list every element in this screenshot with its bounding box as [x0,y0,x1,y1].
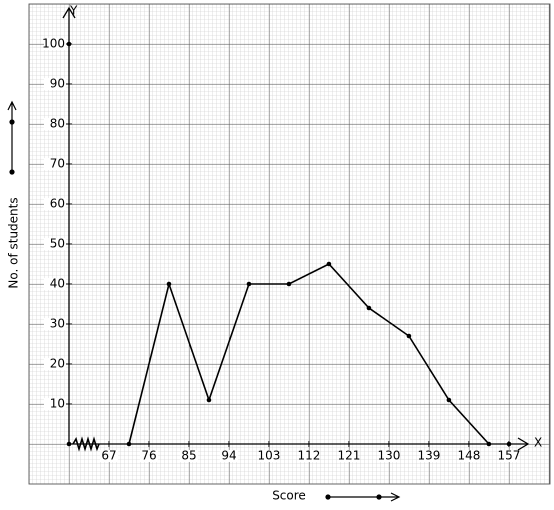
y-tick-bg [44,238,66,250]
point [166,281,172,287]
point [246,281,252,287]
point [406,333,412,339]
y-tick-label: 100 [42,37,65,51]
origin-dot [66,441,72,447]
x-tick-label: 157 [497,449,520,463]
y-tick-label: 50 [50,237,65,251]
x-tick-label: 94 [221,449,236,463]
y-tick-bg [44,158,66,170]
x-tick-label: 121 [337,449,360,463]
y-axis-name: Y [69,4,78,18]
x-tick-label: 76 [141,449,156,463]
y-tick-label: 70 [50,157,65,171]
point [366,305,372,311]
point [446,397,452,403]
x-label-arrow [325,492,401,502]
x-tick-bg [499,450,518,462]
point [326,261,332,267]
y-tick-bg [44,398,66,410]
y-tick-label: 20 [50,357,65,371]
x-tick-label: 103 [257,449,280,463]
x-tick-bg [379,450,398,462]
x-tick-label: 139 [417,449,440,463]
x-tick-label: 85 [181,449,196,463]
y-tick-label: 30 [50,317,65,331]
point [126,441,132,447]
y-label-arrow [7,100,17,175]
x-tick-bg [139,450,158,462]
axes [62,6,530,452]
y-tick-label: 80 [50,117,65,131]
x-tick-label: 148 [457,449,480,463]
x-tick-label: 130 [377,449,400,463]
y-tick-bg [44,78,66,90]
point [286,281,292,287]
graph-paper [28,3,551,485]
y-tick-label: 90 [50,77,65,91]
x-tick-bg [179,450,198,462]
x-axis-label: Score [272,489,306,503]
x-axis-name: X [534,436,542,450]
y-tick-bg [44,278,66,290]
y-tick-bg [44,358,66,370]
y-tick-bg [44,118,66,130]
y-tick-label: 40 [50,277,65,291]
x-tick-bg [459,450,478,462]
x-tick-bg [339,450,358,462]
x-tick-label: 112 [297,449,320,463]
x-tick-label: 67 [101,449,116,463]
y-tick-bg [44,198,66,210]
y-axis-label: No. of students [7,197,21,288]
x-tick-bg [259,450,278,462]
y-tick-label: 10 [50,397,65,411]
x-tick-bg [219,450,238,462]
point [206,397,212,403]
x-tick-bg [99,450,118,462]
line [128,263,490,445]
x-tick-bg [419,450,438,462]
point [486,441,492,447]
y-tick-bg [44,318,66,330]
x-tick-bg [299,450,318,462]
y-tick-bg [44,38,66,50]
y-tick-label: 60 [50,197,65,211]
